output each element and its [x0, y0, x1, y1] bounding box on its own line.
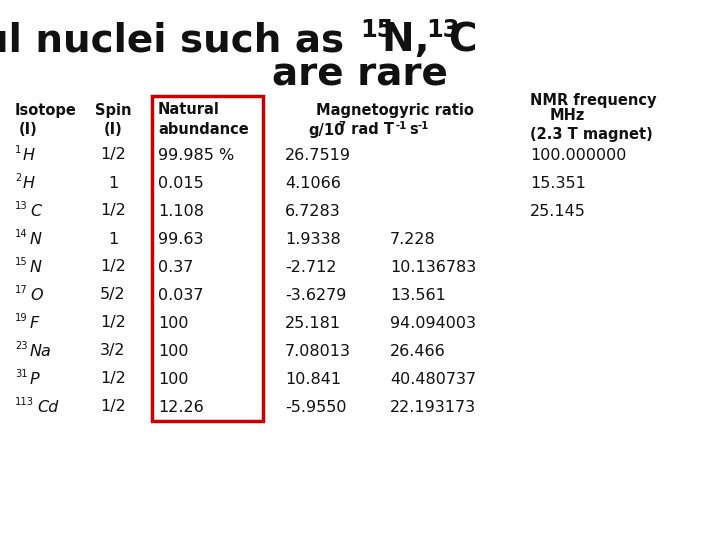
Text: 5/2: 5/2: [100, 287, 126, 302]
Text: 23: 23: [15, 341, 27, 351]
Text: 13.561: 13.561: [390, 287, 446, 302]
Text: 1.9338: 1.9338: [285, 232, 341, 246]
Text: 22.193173: 22.193173: [390, 400, 476, 415]
Text: 100: 100: [158, 315, 189, 330]
Text: 94.094003: 94.094003: [390, 315, 476, 330]
Text: 19: 19: [15, 313, 27, 323]
Text: 14: 14: [15, 229, 27, 239]
Text: abundance: abundance: [158, 123, 248, 138]
Text: 99.985 %: 99.985 %: [158, 147, 234, 163]
Text: 15: 15: [15, 257, 27, 267]
Text: C: C: [448, 21, 477, 59]
Text: 15: 15: [360, 18, 393, 42]
Text: 0.37: 0.37: [158, 260, 194, 274]
Text: 17: 17: [15, 285, 27, 295]
Text: 26.7519: 26.7519: [285, 147, 351, 163]
Text: are rare: are rare: [272, 56, 448, 94]
Text: NMR frequency: NMR frequency: [530, 92, 657, 107]
Text: -5.9550: -5.9550: [285, 400, 346, 415]
Text: N: N: [30, 232, 42, 246]
Text: 1/2: 1/2: [100, 204, 126, 219]
Text: 7.08013: 7.08013: [285, 343, 351, 359]
Text: O: O: [30, 287, 42, 302]
Text: 99.63: 99.63: [158, 232, 204, 246]
Text: 7.228: 7.228: [390, 232, 436, 246]
Text: 4.1066: 4.1066: [285, 176, 341, 191]
Text: H: H: [23, 176, 35, 191]
Text: 13: 13: [15, 201, 27, 211]
Text: 113: 113: [15, 397, 34, 407]
Text: 1/2: 1/2: [100, 260, 126, 274]
Text: 7: 7: [338, 121, 345, 131]
Text: N: N: [30, 260, 42, 274]
Text: 1: 1: [108, 232, 118, 246]
Text: 12.26: 12.26: [158, 400, 204, 415]
Text: 25.181: 25.181: [285, 315, 341, 330]
Text: Useful nuclei such as: Useful nuclei such as: [0, 21, 358, 59]
Text: rad T: rad T: [346, 123, 394, 138]
Text: F: F: [30, 315, 40, 330]
Text: (I): (I): [104, 123, 122, 138]
Text: Cd: Cd: [37, 400, 58, 415]
Text: -3.6279: -3.6279: [285, 287, 346, 302]
Text: Magnetogyric ratio: Magnetogyric ratio: [316, 103, 474, 118]
Text: (I): (I): [19, 123, 37, 138]
Text: 0.015: 0.015: [158, 176, 204, 191]
Text: MHz: MHz: [550, 107, 585, 123]
Text: 26.466: 26.466: [390, 343, 446, 359]
Text: -2.712: -2.712: [285, 260, 336, 274]
Text: -1: -1: [417, 121, 428, 131]
Bar: [152, 96, 263, 421]
Text: H: H: [23, 147, 35, 163]
Text: 10.136783: 10.136783: [390, 260, 476, 274]
Text: Spin: Spin: [95, 103, 131, 118]
Text: s: s: [409, 123, 418, 138]
Text: 1/2: 1/2: [100, 400, 126, 415]
Text: 1/2: 1/2: [100, 315, 126, 330]
Text: 1/2: 1/2: [100, 147, 126, 163]
Text: (2.3 T magnet): (2.3 T magnet): [530, 127, 653, 143]
Text: 1.108: 1.108: [158, 204, 204, 219]
Text: 0.037: 0.037: [158, 287, 204, 302]
Text: 31: 31: [15, 369, 27, 379]
Text: Isotope: Isotope: [15, 103, 77, 118]
Text: 100: 100: [158, 372, 189, 387]
Text: 15.351: 15.351: [530, 176, 586, 191]
Text: N,: N,: [382, 21, 456, 59]
Text: 100: 100: [158, 343, 189, 359]
Text: 13: 13: [426, 18, 459, 42]
Text: 3/2: 3/2: [100, 343, 126, 359]
Text: 40.480737: 40.480737: [390, 372, 476, 387]
Text: 2: 2: [15, 173, 22, 183]
Text: 100.000000: 100.000000: [530, 147, 626, 163]
Text: 10.841: 10.841: [285, 372, 341, 387]
Text: P: P: [30, 372, 40, 387]
Text: 1/2: 1/2: [100, 372, 126, 387]
Text: Natural: Natural: [158, 103, 220, 118]
Text: 6.7283: 6.7283: [285, 204, 341, 219]
Text: Na: Na: [30, 343, 52, 359]
Text: 25.145: 25.145: [530, 204, 586, 219]
Text: 1: 1: [108, 176, 118, 191]
Text: 1: 1: [15, 145, 22, 155]
Text: C: C: [30, 204, 41, 219]
Text: -1: -1: [396, 121, 408, 131]
Text: g/10: g/10: [308, 123, 344, 138]
